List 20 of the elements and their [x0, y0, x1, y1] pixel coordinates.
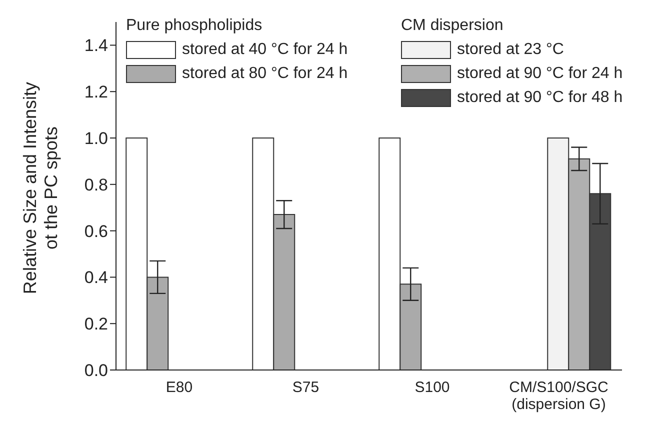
x-tick-label: S100 [414, 379, 450, 396]
y-tick-label: 0.4 [84, 268, 108, 288]
legend-label: stored at 23 °C [457, 40, 564, 60]
legend-label: stored at 90 °C for 24 h [457, 64, 623, 84]
x-tick-label: CM/S100/SGC (dispersion G) [509, 379, 609, 413]
annotation: CM dispersion [401, 16, 504, 36]
y-axis-title: Relative Size and Intensity ot the PC spots [20, 82, 61, 294]
legend-label: stored at 90 °C for 48 h [457, 88, 623, 108]
y-tick-label: 1.4 [84, 36, 108, 56]
y-tick-label: 1.2 [84, 82, 108, 102]
y-tick-label: 0.8 [84, 175, 108, 194]
x-tick-label: E80 [166, 379, 193, 396]
y-tick-label: 0.6 [84, 222, 108, 241]
legend-label: stored at 80 °C for 24 h [182, 64, 348, 84]
y-tick-label: 0.2 [84, 314, 108, 334]
x-tick-label: S75 [292, 379, 320, 396]
legend-title: Pure phospholipids [126, 16, 264, 36]
y-tick-label: 1.0 [84, 129, 108, 148]
y-tick-label: 0.0 [84, 361, 108, 380]
legend-label: stored at 40 °C for 24 h [182, 40, 348, 60]
